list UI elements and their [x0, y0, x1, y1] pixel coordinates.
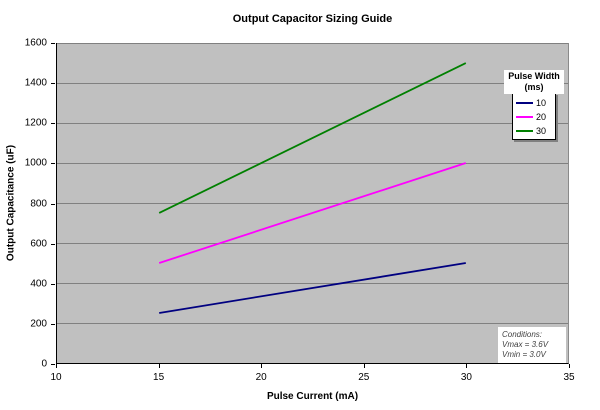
- legend-title-line2: (ms): [524, 82, 544, 92]
- y-tick-label: 1000: [24, 157, 47, 169]
- x-tick-mark: [569, 364, 570, 368]
- chart-title: Output Capacitor Sizing Guide: [232, 13, 393, 25]
- x-tick-label: 15: [153, 372, 165, 383]
- series-line-30ms: [158, 62, 467, 214]
- x-tick-label: 25: [358, 372, 370, 383]
- y-axis: 0 200 400 600 800 1000 1200 1400 1600: [0, 38, 56, 370]
- y-tick-mark: [51, 364, 55, 365]
- conditions-note: Conditions: Vmax = 3.6V Vmin = 3.0V: [498, 327, 566, 363]
- y-tick-mark: [51, 43, 55, 44]
- gridline-y-400: [57, 283, 568, 284]
- legend-title-line1: Pulse Width: [508, 71, 560, 81]
- y-tick-label: 1200: [24, 117, 47, 129]
- series-lines: [158, 62, 467, 314]
- legend-line-swatch: [516, 101, 533, 104]
- plot-area: [56, 43, 569, 364]
- y-tick-label: 0: [41, 358, 47, 370]
- legend-item-label: 20: [536, 111, 547, 122]
- series-line-10ms: [159, 262, 466, 314]
- legend: 10 20 30: [512, 93, 556, 140]
- x-axis-title: Pulse Current (mA): [266, 391, 359, 402]
- gridline-y-1000: [57, 163, 568, 164]
- y-tick-mark: [51, 283, 55, 285]
- conditions-line: Conditions:: [502, 330, 543, 339]
- y-tick-label: 200: [30, 318, 47, 330]
- legend-title: Pulse Width (ms): [504, 70, 564, 94]
- y-tick-mark: [51, 83, 55, 85]
- gridline-y-600: [57, 243, 568, 244]
- y-tick-mark: [51, 123, 55, 125]
- y-tick-label: 1600: [24, 37, 47, 49]
- legend-item-label: 30: [536, 125, 547, 136]
- legend-item-30: 30: [516, 125, 552, 136]
- conditions-line: Vmax = 3.6V: [502, 340, 549, 349]
- x-tick-mark: [363, 364, 365, 368]
- gridline-y-1400: [57, 83, 568, 84]
- legend-line-swatch: [516, 115, 533, 118]
- x-tick-mark: [261, 364, 263, 368]
- x-tick-label: 20: [255, 372, 267, 383]
- x-tick-mark: [56, 364, 57, 368]
- series-line-20ms: [158, 162, 467, 264]
- x-tick-label: 35: [563, 372, 575, 383]
- gridline-y-1200: [57, 123, 568, 124]
- x-axis: 10 15 20 25 30 35: [50, 364, 575, 388]
- gridline-y-200: [57, 323, 568, 324]
- conditions-line: Vmin = 3.0V: [502, 350, 546, 359]
- x-tick-mark: [466, 364, 468, 368]
- y-tick-label: 600: [30, 238, 47, 250]
- legend-item-20: 20: [516, 111, 552, 122]
- x-tick-mark: [158, 364, 160, 368]
- y-tick-mark: [51, 203, 55, 205]
- y-tick-mark: [51, 163, 55, 165]
- legend-item-10: 10: [516, 97, 552, 108]
- y-tick-label: 400: [30, 278, 47, 290]
- y-tick-label: 1400: [24, 77, 47, 89]
- x-tick-label: 30: [460, 372, 472, 383]
- x-tick-label: 10: [50, 372, 62, 383]
- legend-item-label: 10: [536, 97, 547, 108]
- y-tick-mark: [51, 243, 55, 245]
- y-tick-mark: [51, 323, 55, 325]
- gridline-y-800: [57, 203, 568, 204]
- y-tick-label: 800: [30, 198, 47, 209]
- gridline-y-1600: [57, 43, 568, 44]
- y-axis-title: Output Capacitance (uF): [5, 144, 17, 262]
- legend-line-swatch: [516, 129, 533, 132]
